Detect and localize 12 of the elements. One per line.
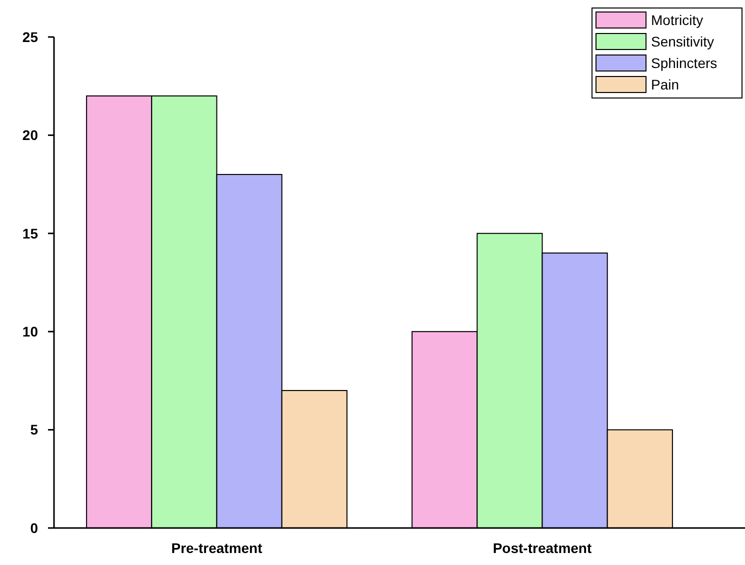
legend-label: Sensitivity	[651, 33, 714, 50]
legend-label: Motricity	[651, 12, 704, 28]
y-tick-label: 15	[22, 225, 38, 242]
legend-label: Pain	[651, 76, 680, 92]
x-tick-label: Pre-treatment	[171, 540, 263, 556]
y-tick-label: 25	[22, 28, 38, 45]
legend-label: Sphincters	[651, 54, 718, 71]
y-tick-label: 10	[22, 324, 38, 340]
y-tick-label: 0	[30, 520, 38, 536]
y-tick-label: 20	[22, 127, 38, 144]
x-tick-label: Post-treatment	[492, 540, 592, 556]
y-tick-label: 5	[30, 422, 38, 438]
